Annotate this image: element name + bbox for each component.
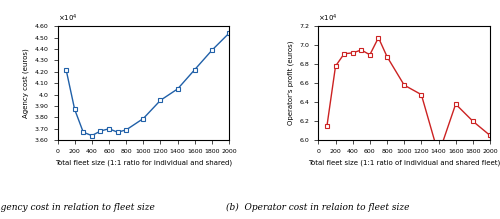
Text: $\times10^4$: $\times10^4$ — [318, 13, 338, 24]
Text: (a)  Agency cost in relation to fleet size: (a) Agency cost in relation to fleet siz… — [0, 203, 154, 212]
Y-axis label: Operator's profit (euros): Operator's profit (euros) — [288, 41, 294, 125]
Y-axis label: Agency cost (euros): Agency cost (euros) — [22, 48, 29, 118]
X-axis label: Total fleet size (1:1 ratio of individual and shared fleet): Total fleet size (1:1 ratio of individua… — [308, 160, 500, 166]
Text: $\times10^4$: $\times10^4$ — [58, 13, 77, 24]
Text: (b)  Operator cost in relaion to fleet size: (b) Operator cost in relaion to fleet si… — [226, 203, 409, 212]
X-axis label: Total fleet size (1:1 ratio for individual and shared): Total fleet size (1:1 ratio for individu… — [55, 160, 232, 166]
